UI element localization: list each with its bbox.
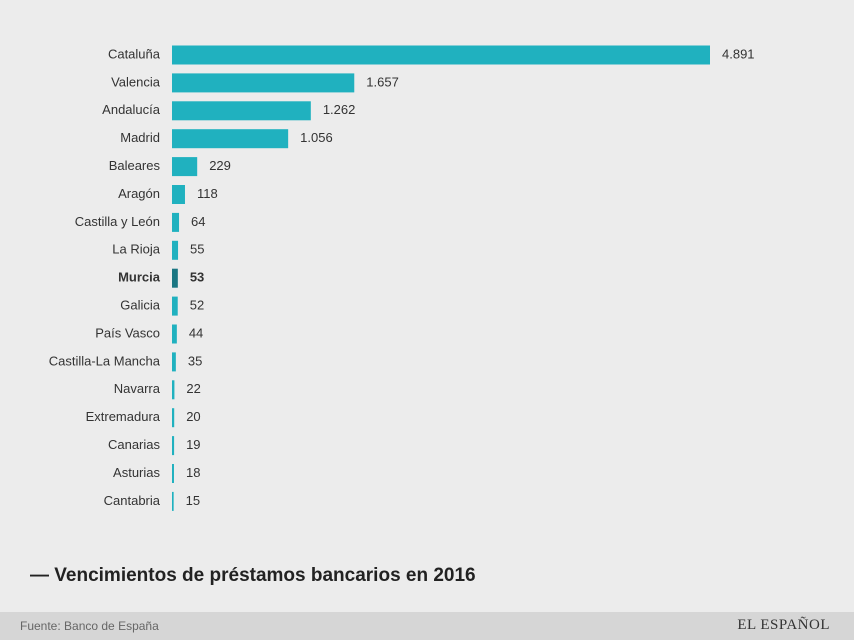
bar xyxy=(172,129,289,149)
category-label: Canarias xyxy=(108,437,161,452)
value-label: 55 xyxy=(190,242,204,257)
category-label: Baleares xyxy=(109,158,161,173)
chart-title: — Vencimientos de préstamos bancarios en… xyxy=(30,565,476,586)
bar xyxy=(172,436,175,456)
category-label: Navarra xyxy=(114,381,161,396)
value-label: 1.657 xyxy=(366,74,399,89)
value-label: 53 xyxy=(190,270,204,285)
value-label: 15 xyxy=(186,493,200,508)
value-label: 52 xyxy=(190,298,204,313)
value-label: 118 xyxy=(197,186,218,201)
category-label: Galicia xyxy=(120,298,161,313)
value-label: 20 xyxy=(186,409,200,424)
value-label: 229 xyxy=(209,158,231,173)
category-label: Cataluña xyxy=(108,46,161,61)
value-label: 44 xyxy=(189,325,203,340)
bar xyxy=(172,324,177,344)
category-label: Extremadura xyxy=(86,409,161,424)
bar xyxy=(172,45,710,65)
category-label: Madrid xyxy=(120,130,160,145)
bar xyxy=(172,464,174,483)
bar xyxy=(172,380,175,400)
value-label: 18 xyxy=(186,465,200,480)
bar xyxy=(172,268,178,288)
bar xyxy=(172,296,178,316)
bar xyxy=(172,408,175,428)
category-label: Castilla y León xyxy=(75,214,160,229)
category-label: Aragón xyxy=(118,186,160,201)
bar xyxy=(172,73,355,93)
bar xyxy=(172,157,198,177)
category-label: La Rioja xyxy=(112,242,160,257)
category-label: Murcia xyxy=(118,270,161,285)
value-label: 35 xyxy=(188,353,202,368)
footer: Fuente: Banco de España EL ESPAÑOL xyxy=(0,612,854,640)
bar xyxy=(172,491,174,511)
category-label: País Vasco xyxy=(95,325,160,340)
bar xyxy=(172,185,185,204)
source: Fuente: Banco de España xyxy=(20,619,159,633)
bar xyxy=(172,212,180,232)
category-label: Castilla-La Mancha xyxy=(49,353,161,368)
bar xyxy=(172,352,176,372)
value-label: 22 xyxy=(186,381,200,396)
logo: EL ESPAÑOL xyxy=(737,617,830,633)
value-label: 19 xyxy=(186,437,200,452)
bar xyxy=(172,240,179,260)
value-label: 64 xyxy=(191,214,205,229)
category-label: Andalucía xyxy=(102,102,161,117)
category-label: Cantabria xyxy=(104,493,161,508)
category-label: Asturias xyxy=(113,465,160,480)
value-label: 1.056 xyxy=(300,130,333,145)
chart: — Vencimientos de préstamos bancarios en… xyxy=(30,45,755,586)
value-label: 4.891 xyxy=(722,46,755,61)
category-label: Valencia xyxy=(111,74,161,89)
bar xyxy=(172,101,311,121)
value-label: 1.262 xyxy=(323,102,356,117)
